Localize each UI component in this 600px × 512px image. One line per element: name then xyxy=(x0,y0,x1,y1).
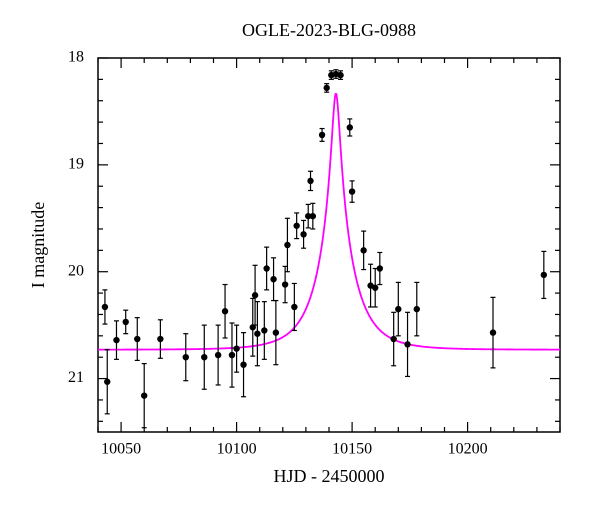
svg-text:18: 18 xyxy=(68,49,84,66)
lightcurve-chart: 10050 10100 10150 10200 18 19 20 21 OGLE-2023-BL… xyxy=(0,0,600,512)
chart-container: 10050 10100 10150 10200 18 19 20 21 OGLE-2023-BL… xyxy=(0,0,600,512)
svg-text:OGLE-2023-BLG-0988: OGLE-2023-BLG-0988 xyxy=(242,20,416,40)
svg-text:10100: 10100 xyxy=(217,441,257,458)
svg-text:20: 20 xyxy=(68,262,84,279)
svg-text:10050: 10050 xyxy=(101,441,141,458)
svg-text:I magnitude: I magnitude xyxy=(28,202,48,288)
svg-text:10150: 10150 xyxy=(332,441,372,458)
svg-text:19: 19 xyxy=(68,156,84,173)
svg-text:10200: 10200 xyxy=(448,441,488,458)
svg-text:HJD - 2450000: HJD - 2450000 xyxy=(274,466,385,486)
svg-text:21: 21 xyxy=(68,369,84,386)
